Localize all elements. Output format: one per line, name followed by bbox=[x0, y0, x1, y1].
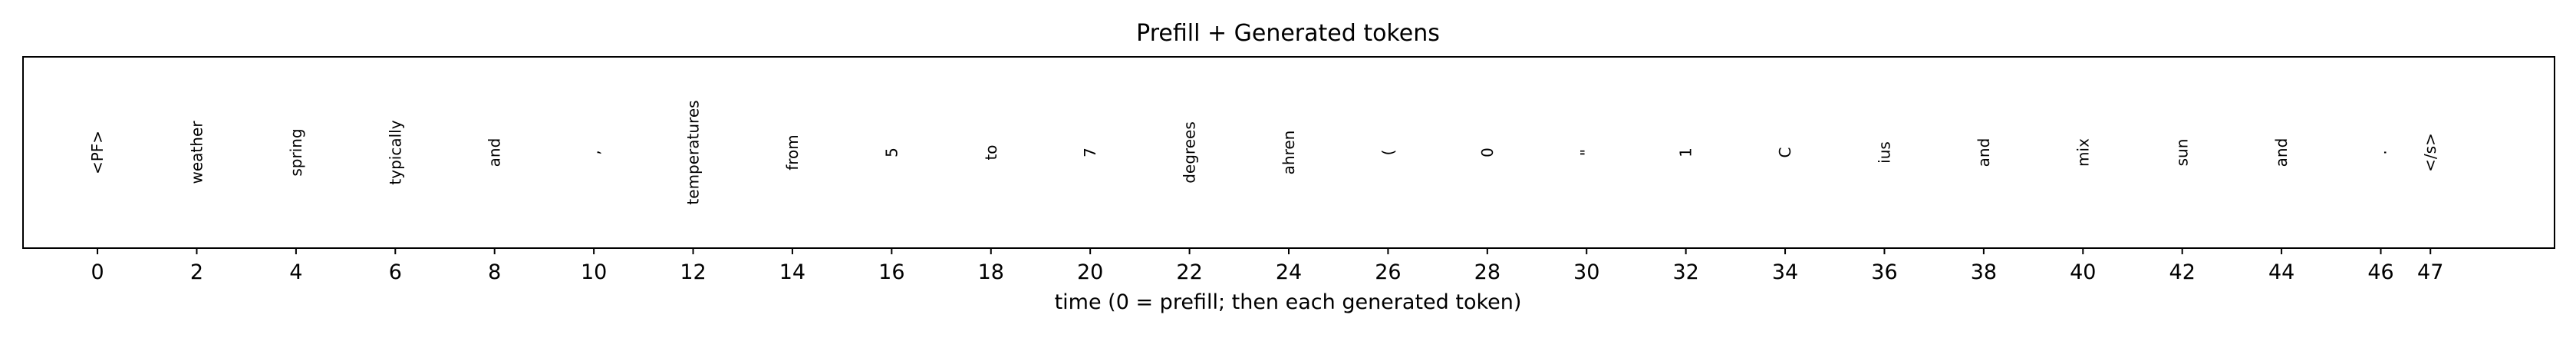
x-tick-label: 34 bbox=[1772, 260, 1798, 284]
x-tick-label: 18 bbox=[978, 260, 1004, 284]
x-tick-label: 28 bbox=[1474, 260, 1500, 284]
x-tick-label: 42 bbox=[2169, 260, 2196, 284]
token-label: " bbox=[1577, 149, 1596, 156]
token-label: weather bbox=[187, 121, 206, 184]
token-label: mix bbox=[2074, 138, 2092, 167]
x-axis-label: time (0 = prefill; then each generated t… bbox=[1055, 290, 1522, 314]
token-label: <PF> bbox=[88, 131, 107, 174]
token-label: spring bbox=[287, 128, 305, 176]
x-tick-label: 8 bbox=[488, 260, 501, 284]
x-axis-ticks: 0 2 4 6 8 10 12 14 16 18 20 22 24 26 28 30 32 34 36 38 40 42 4… bbox=[91, 248, 2443, 284]
chart-title: Prefill + Generated tokens bbox=[1136, 20, 1440, 47]
x-tick-label: 30 bbox=[1573, 260, 1599, 284]
x-tick-label: 24 bbox=[1276, 260, 1302, 284]
token-label: from bbox=[783, 134, 802, 171]
x-tick-label: 22 bbox=[1176, 260, 1202, 284]
token-label: temperatures bbox=[684, 100, 703, 204]
token-label: to bbox=[982, 144, 1000, 160]
x-tick-label: 20 bbox=[1077, 260, 1103, 284]
x-tick-label: 16 bbox=[878, 260, 904, 284]
token-label: ius bbox=[1875, 141, 1893, 164]
token-label: sun bbox=[2173, 139, 2192, 167]
token-label: , bbox=[585, 150, 603, 154]
token-label: and bbox=[1975, 138, 1993, 167]
token-label: </s> bbox=[2421, 133, 2439, 172]
token-label: ( bbox=[1379, 150, 1397, 156]
x-tick-label: 14 bbox=[779, 260, 805, 284]
x-tick-label: 46 bbox=[2367, 260, 2393, 284]
token-label: 7 bbox=[1081, 147, 1099, 157]
x-tick-label: 36 bbox=[1871, 260, 1897, 284]
token-label: 5 bbox=[882, 147, 901, 157]
x-tick-label: 40 bbox=[2070, 260, 2096, 284]
token-label: degrees bbox=[1181, 121, 1199, 184]
x-tick-label: 47 bbox=[2417, 260, 2443, 284]
token-label: ahren bbox=[1280, 131, 1298, 175]
token-label: C bbox=[1776, 147, 1794, 158]
token-label: and bbox=[2272, 138, 2291, 167]
x-tick-label: 26 bbox=[1375, 260, 1401, 284]
token-label: 1 bbox=[1677, 147, 1695, 157]
x-tick-label: 32 bbox=[1672, 260, 1698, 284]
x-tick-label: 44 bbox=[2268, 260, 2294, 284]
token-labels: <PF> weather spring typically and, temperatur… bbox=[88, 100, 2439, 204]
x-tick-label: 2 bbox=[190, 260, 203, 284]
x-tick-label: 4 bbox=[289, 260, 302, 284]
token-label: typically bbox=[386, 120, 404, 184]
x-tick-label: 12 bbox=[680, 260, 706, 284]
x-tick-label: 0 bbox=[91, 260, 104, 284]
x-tick-label: 10 bbox=[581, 260, 607, 284]
token-label: . bbox=[2372, 150, 2390, 154]
x-tick-label: 38 bbox=[1971, 260, 1997, 284]
x-tick-label: 6 bbox=[389, 260, 402, 284]
token-label: and bbox=[486, 138, 504, 167]
token-label: 0 bbox=[1478, 147, 1497, 157]
